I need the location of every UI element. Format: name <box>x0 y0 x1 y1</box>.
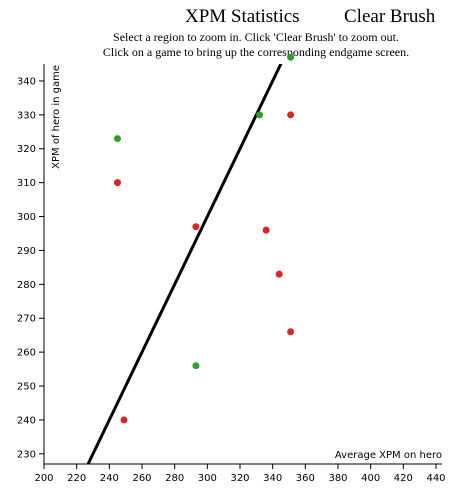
x-tick-label: 360 <box>296 473 315 484</box>
x-tick-label: 380 <box>328 473 347 484</box>
game-point[interactable] <box>120 416 128 424</box>
game-point[interactable] <box>192 223 200 231</box>
y-tick-label: 320 <box>17 144 36 155</box>
instruction-line-zoom: Select a region to zoom in. Click 'Clear… <box>113 30 399 44</box>
y-tick-label: 280 <box>17 280 36 291</box>
x-tick-label: 260 <box>132 473 151 484</box>
x-axis: 200 220 240 260 280 300 320 340 360 380 400 420 440 <box>34 463 446 484</box>
instruction-line-click: Click on a game to bring up the correspo… <box>102 45 410 59</box>
y-tick-label: 330 <box>17 110 36 121</box>
x-tick-label: 400 <box>361 473 380 484</box>
y-tick-label: 270 <box>17 314 36 325</box>
y-tick-label: 340 <box>17 76 36 87</box>
game-point[interactable] <box>287 328 295 336</box>
plot-area[interactable] <box>44 0 436 495</box>
instructions: Select a region to zoom in. Click 'Clear… <box>0 30 466 60</box>
y-tick-label: 300 <box>17 212 36 223</box>
game-point[interactable] <box>287 111 295 119</box>
y-axis: 230 240 250 260 270 280 290 300 310 320 330 340 <box>17 64 45 464</box>
x-tick-label: 300 <box>198 473 217 484</box>
x-tick-label: 340 <box>263 473 282 484</box>
x-tick-label: 240 <box>100 473 119 484</box>
reference-line <box>86 64 283 464</box>
x-axis-title: Average XPM on hero <box>335 450 442 461</box>
x-tick-label: 200 <box>34 473 53 484</box>
game-point[interactable] <box>275 270 283 278</box>
y-axis-title: XPM of hero in game <box>51 65 62 169</box>
y-tick-label: 250 <box>17 382 36 393</box>
game-point[interactable] <box>287 53 295 61</box>
y-tick-label: 310 <box>17 178 36 189</box>
chart-title: XPM Statistics <box>185 6 300 27</box>
game-point[interactable] <box>262 226 270 234</box>
game-point[interactable] <box>114 179 121 187</box>
x-tick-label: 280 <box>165 473 184 484</box>
y-tick-label: 260 <box>17 348 36 359</box>
x-tick-label: 320 <box>230 473 249 484</box>
clear-brush-button[interactable]: Clear Brush <box>344 6 436 27</box>
y-tick-label: 240 <box>17 415 36 426</box>
y-tick-label: 230 <box>17 449 36 460</box>
x-tick-label: 220 <box>67 473 86 484</box>
x-tick-label: 440 <box>426 473 445 484</box>
game-point[interactable] <box>192 362 200 370</box>
y-tick-label: 290 <box>17 246 36 257</box>
game-point[interactable] <box>114 135 121 143</box>
game-point[interactable] <box>256 111 264 119</box>
x-tick-label: 420 <box>394 473 413 484</box>
